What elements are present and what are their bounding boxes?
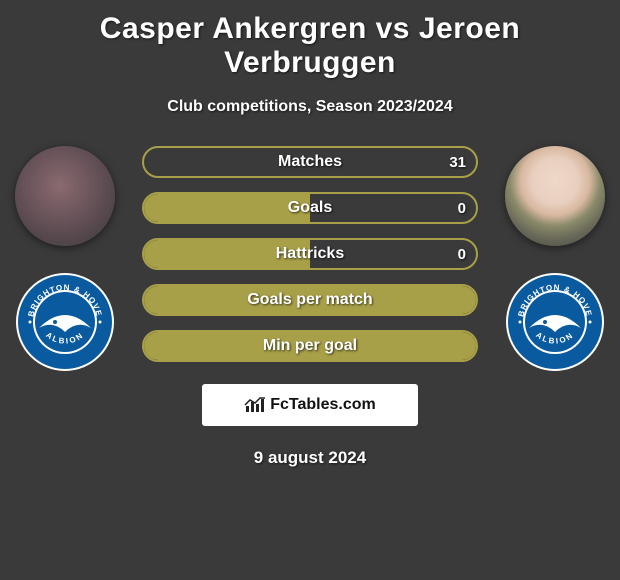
stat-label: Hattricks — [144, 240, 476, 268]
stat-value-right: 0 — [458, 240, 466, 268]
brand-text: FcTables.com — [270, 396, 376, 414]
club-badge-left: BRIGHTON & HOVE ALBION — [15, 272, 115, 372]
date-text: 9 august 2024 — [10, 448, 610, 468]
player-right-column: BRIGHTON & HOVE ALBION — [500, 146, 610, 372]
brand-watermark: FcTables.com — [202, 384, 418, 426]
player-left-avatar — [15, 146, 115, 246]
comparison-row: BRIGHTON & HOVE ALBION Matches31Goals0Ha… — [10, 146, 610, 376]
player-left-column: BRIGHTON & HOVE ALBION — [10, 146, 120, 372]
subtitle: Club competitions, Season 2023/2024 — [10, 98, 610, 116]
page-title: Casper Ankergren vs Jeroen Verbruggen — [10, 12, 610, 80]
stat-value-right: 31 — [449, 148, 466, 176]
stat-label: Min per goal — [144, 332, 476, 360]
stat-bar: Goals per match — [142, 284, 478, 316]
stat-bar: Matches31 — [142, 146, 478, 178]
player-right-avatar — [505, 146, 605, 246]
stat-bar: Hattricks0 — [142, 238, 478, 270]
stat-label: Matches — [144, 148, 476, 176]
chart-icon — [244, 396, 266, 414]
stat-value-right: 0 — [458, 194, 466, 222]
stat-bar: Goals0 — [142, 192, 478, 224]
club-badge-right: BRIGHTON & HOVE ALBION — [505, 272, 605, 372]
stats-column: Matches31Goals0Hattricks0Goals per match… — [120, 146, 500, 376]
stat-bar: Min per goal — [142, 330, 478, 362]
stat-label: Goals per match — [144, 286, 476, 314]
stat-label: Goals — [144, 194, 476, 222]
